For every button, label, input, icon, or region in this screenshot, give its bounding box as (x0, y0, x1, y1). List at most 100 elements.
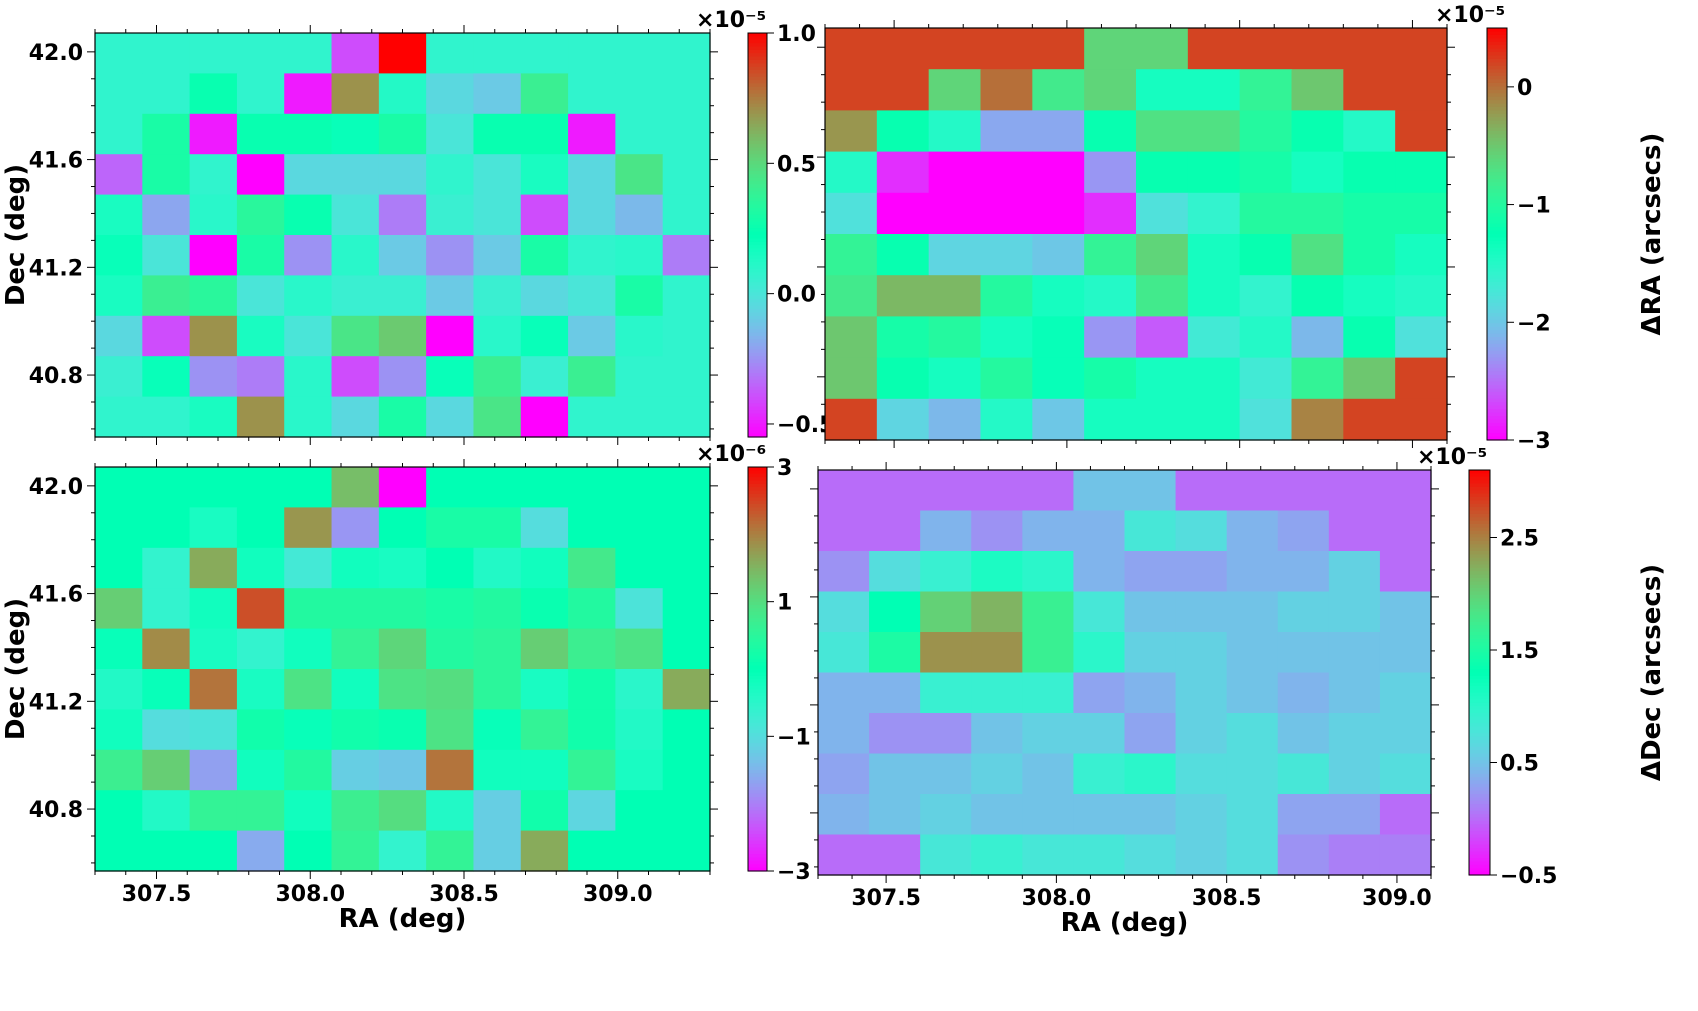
colorbar-segment (1487, 158, 1507, 163)
heatmap-cell (95, 194, 143, 236)
colorbar-segment (1487, 76, 1507, 81)
heatmap-cell (284, 709, 333, 751)
colorbar-segment (748, 194, 767, 199)
colorbar-segment (1469, 611, 1490, 616)
heatmap-cell (1187, 398, 1241, 441)
colorbar-segment (748, 90, 767, 95)
heatmap-cell (1379, 794, 1432, 836)
colorbar-segment (1487, 385, 1507, 390)
colorbar-segment (748, 181, 767, 186)
colorbar-segment (748, 605, 767, 609)
heatmap-cell (142, 790, 191, 832)
heatmap-cell (473, 275, 522, 317)
heatmap-panel-bottom-left: 307.5 308.0 308.5 309.0 RA (deg) 40.8 41.2 41.6… (1, 442, 811, 934)
heatmap-cell (1032, 192, 1085, 235)
heatmap-cell (284, 396, 333, 438)
colorbar-segment (1469, 520, 1490, 525)
heatmap-cell (1277, 632, 1330, 674)
colorbar-segment (748, 356, 767, 361)
colorbar-segment (748, 167, 767, 172)
colorbar-segment (1487, 79, 1507, 84)
heatmap-cell (1124, 632, 1177, 674)
colorbar-segment (1469, 578, 1490, 582)
colorbar-segment (748, 261, 767, 266)
colorbar-segment (1487, 31, 1507, 36)
colorbar-segment (1487, 330, 1507, 335)
colorbar-segment (1487, 436, 1507, 441)
colorbar-segment (748, 699, 767, 704)
heatmap-cell (473, 33, 522, 74)
heatmap-cell (1395, 28, 1448, 70)
colorbar-segment (1469, 635, 1490, 640)
heatmap-cell (1124, 834, 1177, 876)
colorbar-segment (1487, 189, 1507, 194)
heatmap-cell (1291, 316, 1344, 359)
colorbar-segment (1469, 787, 1490, 792)
colorbar-segment (748, 564, 767, 569)
colorbar-segment (1487, 206, 1507, 211)
heatmap-cell (568, 790, 616, 832)
colorbar-segment (1469, 473, 1490, 478)
heatmap-cell (980, 192, 1033, 235)
colorbar-segment (748, 625, 767, 630)
colorbar-segment (748, 692, 767, 697)
colorbar-segment (748, 726, 767, 731)
heatmap-cell (284, 467, 333, 508)
colorbar-segment (1487, 306, 1507, 311)
heatmap-cell (1175, 794, 1228, 836)
colorbar-segment (748, 154, 767, 159)
heatmap-cell (189, 507, 238, 549)
heatmap-cell (869, 672, 921, 714)
heatmap-cell (1136, 151, 1189, 194)
heatmap-cell (920, 713, 972, 755)
heatmap-cell (869, 591, 921, 633)
colorbar-segment (748, 218, 767, 223)
heatmap-cell (284, 749, 333, 791)
colorbar-segment (1469, 723, 1490, 728)
heatmap-cell (142, 709, 191, 751)
heatmap-cell (236, 467, 285, 508)
colorbar-segment (748, 150, 767, 155)
heatmap-cell (920, 794, 972, 836)
colorbar-segment (1469, 824, 1490, 829)
colorbar-segment (1469, 702, 1490, 707)
heatmap-cell (662, 315, 711, 357)
heatmap-cell (1136, 316, 1189, 359)
heatmap-cell (331, 396, 380, 438)
colorbar-segment (1487, 144, 1507, 149)
heatmap-cell (928, 151, 982, 194)
heatmap-cell (331, 113, 380, 155)
heatmap-cell (142, 315, 191, 357)
heatmap-cell (615, 588, 664, 630)
heatmap-cell (426, 709, 475, 751)
colorbar-segment (1469, 486, 1490, 491)
colorbar-segment (748, 658, 767, 663)
heatmap-cell (928, 192, 982, 235)
heatmap-cell (1187, 357, 1241, 400)
colorbar-segment (1469, 851, 1490, 856)
heatmap-cell (1032, 234, 1085, 276)
colorbar-segment (1487, 127, 1507, 132)
x-axis-label: RA (deg) (1061, 908, 1189, 938)
heatmap-cell (869, 794, 921, 836)
colorbar-segment (1487, 261, 1507, 266)
colorbar-segment (1469, 591, 1490, 596)
colorbar-segment (1469, 632, 1490, 636)
heatmap-cell (662, 588, 711, 630)
heatmap-cell (331, 356, 380, 398)
heatmap-cell (1277, 470, 1330, 512)
heatmap-cell (473, 356, 522, 398)
heatmap-cell (95, 113, 143, 155)
colorbar-segment (1487, 227, 1507, 232)
heatmap-cell (1328, 713, 1381, 755)
heatmap-cell (928, 316, 982, 359)
heatmap-cell (1175, 510, 1228, 552)
heatmap-cell (818, 510, 870, 552)
heatmap-cell (1175, 470, 1228, 512)
heatmap-cell (980, 398, 1033, 441)
heatmap-cell (662, 154, 711, 196)
heatmap-cell (142, 194, 191, 236)
colorbar-segment (1487, 216, 1507, 221)
heatmap-cell (662, 194, 711, 236)
heatmap-cell (869, 510, 921, 552)
